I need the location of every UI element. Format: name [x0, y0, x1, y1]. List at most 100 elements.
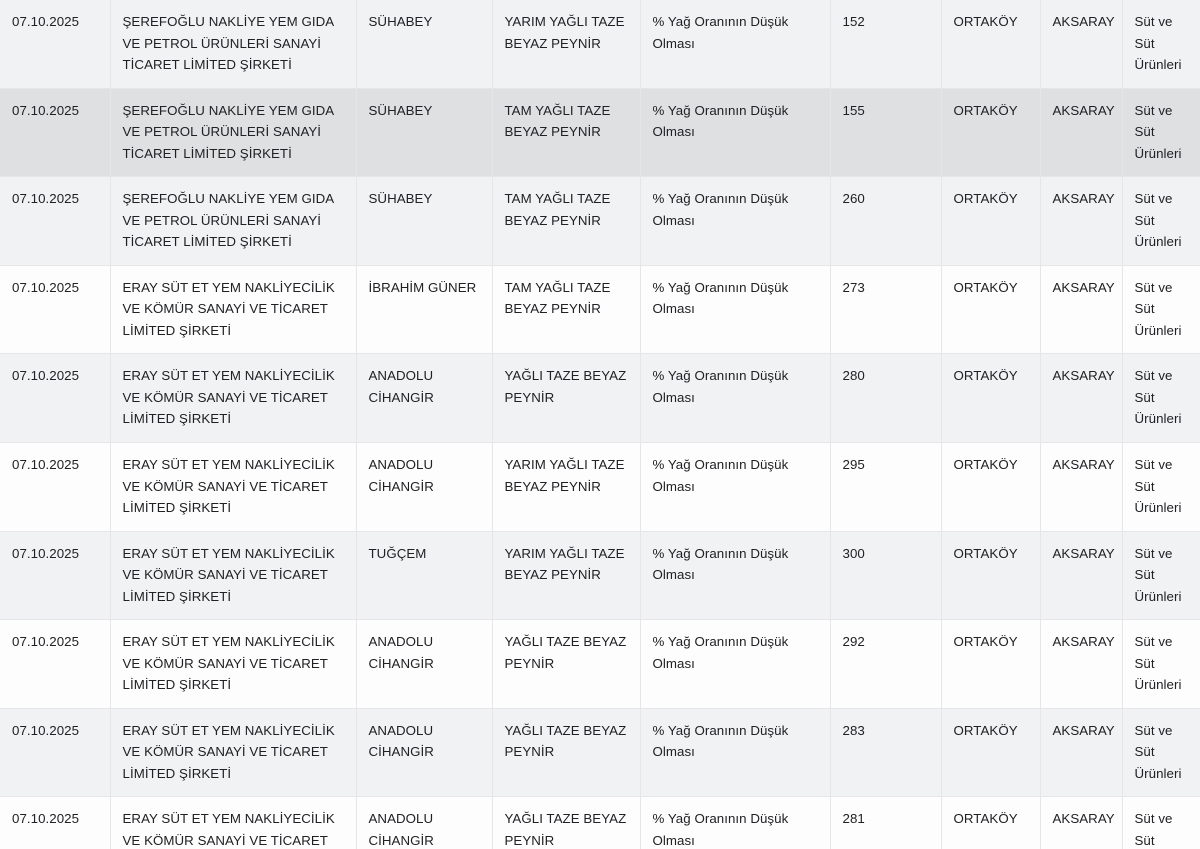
cell-firm: ERAY SÜT ET YEM NAKLİYECİLİK VE KÖMÜR SA…	[110, 265, 357, 355]
cell-date: 07.10.2025	[0, 353, 111, 443]
cell-firm: ŞEREFOĞLU NAKLİYE YEM GIDA VE PETROL ÜRÜ…	[110, 88, 357, 178]
cell-number: 280	[830, 353, 942, 443]
cell-product: YARIM YAĞLI TAZE BEYAZ PEYNİR	[492, 442, 641, 532]
cell-issue: % Yağ Oranının Düşük Olması	[640, 176, 831, 266]
cell-district: ORTAKÖY	[941, 619, 1041, 709]
table-row[interactable]: 07.10.2025 ŞEREFOĞLU NAKLİYE YEM GIDA VE …	[0, 176, 1200, 266]
cell-number: 292	[830, 619, 942, 709]
cell-product: YARIM YAĞLI TAZE BEYAZ PEYNİR	[492, 0, 641, 89]
cell-product: YAĞLI TAZE BEYAZ PEYNİR	[492, 353, 641, 443]
cell-district: ORTAKÖY	[941, 708, 1041, 798]
cell-number: 300	[830, 531, 942, 621]
table-row[interactable]: 07.10.2025 ERAY SÜT ET YEM NAKLİYECİLİK V…	[0, 531, 1200, 621]
cell-brand: SÜHABEY	[356, 176, 493, 266]
cell-issue: % Yağ Oranının Düşük Olması	[640, 442, 831, 532]
cell-district: ORTAKÖY	[941, 353, 1041, 443]
cell-district: ORTAKÖY	[941, 442, 1041, 532]
cell-city: AKSARAY	[1040, 265, 1123, 355]
cell-city: AKSARAY	[1040, 796, 1123, 849]
cell-firm: ERAY SÜT ET YEM NAKLİYECİLİK VE KÖMÜR SA…	[110, 531, 357, 621]
cell-group: Süt ve Süt Ürünleri	[1122, 265, 1200, 355]
cell-date: 07.10.2025	[0, 265, 111, 355]
table-row[interactable]: 07.10.2025 ERAY SÜT ET YEM NAKLİYECİLİK V…	[0, 708, 1200, 798]
cell-date: 07.10.2025	[0, 531, 111, 621]
cell-firm: ŞEREFOĞLU NAKLİYE YEM GIDA VE PETROL ÜRÜ…	[110, 176, 357, 266]
cell-city: AKSARAY	[1040, 619, 1123, 709]
cell-date: 07.10.2025	[0, 619, 111, 709]
cell-date: 07.10.2025	[0, 708, 111, 798]
table-row[interactable]: 07.10.2025 ERAY SÜT ET YEM NAKLİYECİLİK V…	[0, 796, 1200, 849]
cell-issue: % Yağ Oranının Düşük Olması	[640, 796, 831, 849]
cell-firm: ERAY SÜT ET YEM NAKLİYECİLİK VE KÖMÜR SA…	[110, 708, 357, 798]
cell-brand: SÜHABEY	[356, 0, 493, 89]
cell-date: 07.10.2025	[0, 176, 111, 266]
cell-number: 260	[830, 176, 942, 266]
cell-group: Süt ve Süt Ürünleri	[1122, 0, 1200, 89]
cell-city: AKSARAY	[1040, 708, 1123, 798]
table-row[interactable]: 07.10.2025 ERAY SÜT ET YEM NAKLİYECİLİK V…	[0, 265, 1200, 355]
cell-district: ORTAKÖY	[941, 176, 1041, 266]
cell-brand: ANADOLU CİHANGİR	[356, 353, 493, 443]
cell-product: YAĞLI TAZE BEYAZ PEYNİR	[492, 708, 641, 798]
cell-city: AKSARAY	[1040, 176, 1123, 266]
cell-number: 281	[830, 796, 942, 849]
cell-issue: % Yağ Oranının Düşük Olması	[640, 619, 831, 709]
cell-product: TAM YAĞLI TAZE BEYAZ PEYNİR	[492, 265, 641, 355]
cell-number: 155	[830, 88, 942, 178]
cell-brand: ANADOLU CİHANGİR	[356, 796, 493, 849]
cell-brand: ANADOLU CİHANGİR	[356, 442, 493, 532]
cell-firm: ERAY SÜT ET YEM NAKLİYECİLİK VE KÖMÜR SA…	[110, 796, 357, 849]
cell-brand: İBRAHİM GÜNER	[356, 265, 493, 355]
cell-date: 07.10.2025	[0, 88, 111, 178]
cell-district: ORTAKÖY	[941, 0, 1041, 89]
cell-city: AKSARAY	[1040, 442, 1123, 532]
cell-number: 295	[830, 442, 942, 532]
cell-date: 07.10.2025	[0, 0, 111, 89]
cell-brand: TUĞÇEM	[356, 531, 493, 621]
cell-district: ORTAKÖY	[941, 88, 1041, 178]
cell-product: YARIM YAĞLI TAZE BEYAZ PEYNİR	[492, 531, 641, 621]
cell-date: 07.10.2025	[0, 796, 111, 849]
cell-city: AKSARAY	[1040, 531, 1123, 621]
cell-group: Süt ve Süt Ürünleri	[1122, 88, 1200, 178]
table-row[interactable]: 07.10.2025 ERAY SÜT ET YEM NAKLİYECİLİK V…	[0, 619, 1200, 709]
cell-district: ORTAKÖY	[941, 796, 1041, 849]
cell-firm: ERAY SÜT ET YEM NAKLİYECİLİK VE KÖMÜR SA…	[110, 442, 357, 532]
cell-group: Süt ve Süt Ürünleri	[1122, 531, 1200, 621]
table-row[interactable]: 07.10.2025 ERAY SÜT ET YEM NAKLİYECİLİK V…	[0, 353, 1200, 443]
cell-firm: ŞEREFOĞLU NAKLİYE YEM GIDA VE PETROL ÜRÜ…	[110, 0, 357, 89]
cell-firm: ERAY SÜT ET YEM NAKLİYECİLİK VE KÖMÜR SA…	[110, 353, 357, 443]
cell-issue: % Yağ Oranının Düşük Olması	[640, 708, 831, 798]
cell-brand: ANADOLU CİHANGİR	[356, 708, 493, 798]
table-row[interactable]: 07.10.2025 ŞEREFOĞLU NAKLİYE YEM GIDA VE …	[0, 88, 1200, 178]
cell-city: AKSARAY	[1040, 353, 1123, 443]
table-row[interactable]: 07.10.2025 ŞEREFOĞLU NAKLİYE YEM GIDA VE …	[0, 0, 1200, 89]
cell-issue: % Yağ Oranının Düşük Olması	[640, 0, 831, 89]
cell-date: 07.10.2025	[0, 442, 111, 532]
cell-group: Süt ve Süt Ürünleri	[1122, 796, 1200, 849]
cell-brand: ANADOLU CİHANGİR	[356, 619, 493, 709]
cell-city: AKSARAY	[1040, 0, 1123, 89]
cell-brand: SÜHABEY	[356, 88, 493, 178]
cell-city: AKSARAY	[1040, 88, 1123, 178]
cell-product: TAM YAĞLI TAZE BEYAZ PEYNİR	[492, 88, 641, 178]
cell-issue: % Yağ Oranının Düşük Olması	[640, 88, 831, 178]
cell-group: Süt ve Süt Ürünleri	[1122, 442, 1200, 532]
cell-group: Süt ve Süt Ürünleri	[1122, 708, 1200, 798]
cell-district: ORTAKÖY	[941, 265, 1041, 355]
cell-product: TAM YAĞLI TAZE BEYAZ PEYNİR	[492, 176, 641, 266]
cell-number: 152	[830, 0, 942, 89]
cell-district: ORTAKÖY	[941, 531, 1041, 621]
cell-group: Süt ve Süt Ürünleri	[1122, 619, 1200, 709]
cell-issue: % Yağ Oranının Düşük Olması	[640, 265, 831, 355]
cell-issue: % Yağ Oranının Düşük Olması	[640, 353, 831, 443]
cell-product: YAĞLI TAZE BEYAZ PEYNİR	[492, 619, 641, 709]
cell-group: Süt ve Süt Ürünleri	[1122, 353, 1200, 443]
cell-group: Süt ve Süt Ürünleri	[1122, 176, 1200, 266]
table-row[interactable]: 07.10.2025 ERAY SÜT ET YEM NAKLİYECİLİK V…	[0, 442, 1200, 532]
cell-number: 273	[830, 265, 942, 355]
cell-number: 283	[830, 708, 942, 798]
